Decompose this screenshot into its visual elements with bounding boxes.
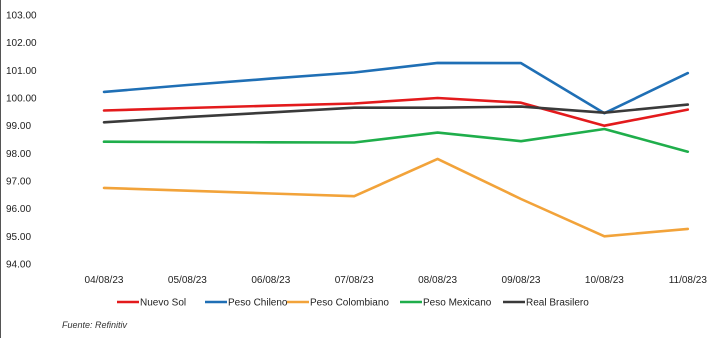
- x-tick-label: 05/08/23: [168, 275, 207, 286]
- y-tick-label: 98.00: [6, 149, 31, 160]
- x-tick-label: 09/08/23: [502, 275, 541, 286]
- series-line-nuevo-sol: [102, 96, 690, 127]
- x-tick-label: 06/08/23: [251, 275, 290, 286]
- y-tick-label: 94.00: [6, 260, 31, 271]
- left-border: [0, 0, 1, 338]
- x-tick-label: 10/08/23: [585, 275, 624, 286]
- y-tick-label: 95.00: [6, 232, 31, 243]
- x-tick-label: 08/08/23: [418, 275, 457, 286]
- series-line-peso-mexicano: [102, 127, 690, 153]
- x-axis: 04/08/23 05/08/23 06/08/23 07/08/23 08/08/23…: [85, 275, 708, 286]
- x-tick-label: 07/08/23: [335, 275, 374, 286]
- legend-label-real-brasilero: Real Brasilero: [526, 298, 589, 309]
- y-tick-label: 97.00: [6, 177, 31, 188]
- legend-label-peso-mexicano: Peso Mexicano: [423, 298, 492, 309]
- legend: Nuevo Sol Peso Chileno Peso Colombiano Peso…: [117, 298, 589, 309]
- y-tick-label: 96.00: [6, 204, 31, 215]
- series-line-peso-colombiano: [102, 157, 690, 238]
- source-note: Fuente: Refinitiv: [62, 320, 128, 330]
- y-tick-label: 101.00: [6, 66, 37, 77]
- y-tick-label: 102.00: [6, 38, 37, 49]
- x-tick-label: 11/08/23: [669, 275, 708, 286]
- legend-label-nuevo-sol: Nuevo Sol: [140, 298, 186, 309]
- y-tick-label: 99.00: [6, 121, 31, 132]
- series-line-real-brasilero: [102, 103, 690, 124]
- legend-label-peso-colombiano: Peso Colombiano: [310, 298, 389, 309]
- x-tick-label: 04/08/23: [85, 275, 124, 286]
- y-tick-label: 103.00: [6, 11, 37, 22]
- series-line-peso-chileno: [102, 61, 690, 115]
- plot-area: [102, 61, 690, 238]
- legend-label-peso-chileno: Peso Chileno: [228, 298, 288, 309]
- y-axis: 94.00 95.00 96.00 97.00 98.00 99.00 100.00 101.…: [6, 11, 37, 271]
- y-tick-label: 100.00: [6, 94, 37, 105]
